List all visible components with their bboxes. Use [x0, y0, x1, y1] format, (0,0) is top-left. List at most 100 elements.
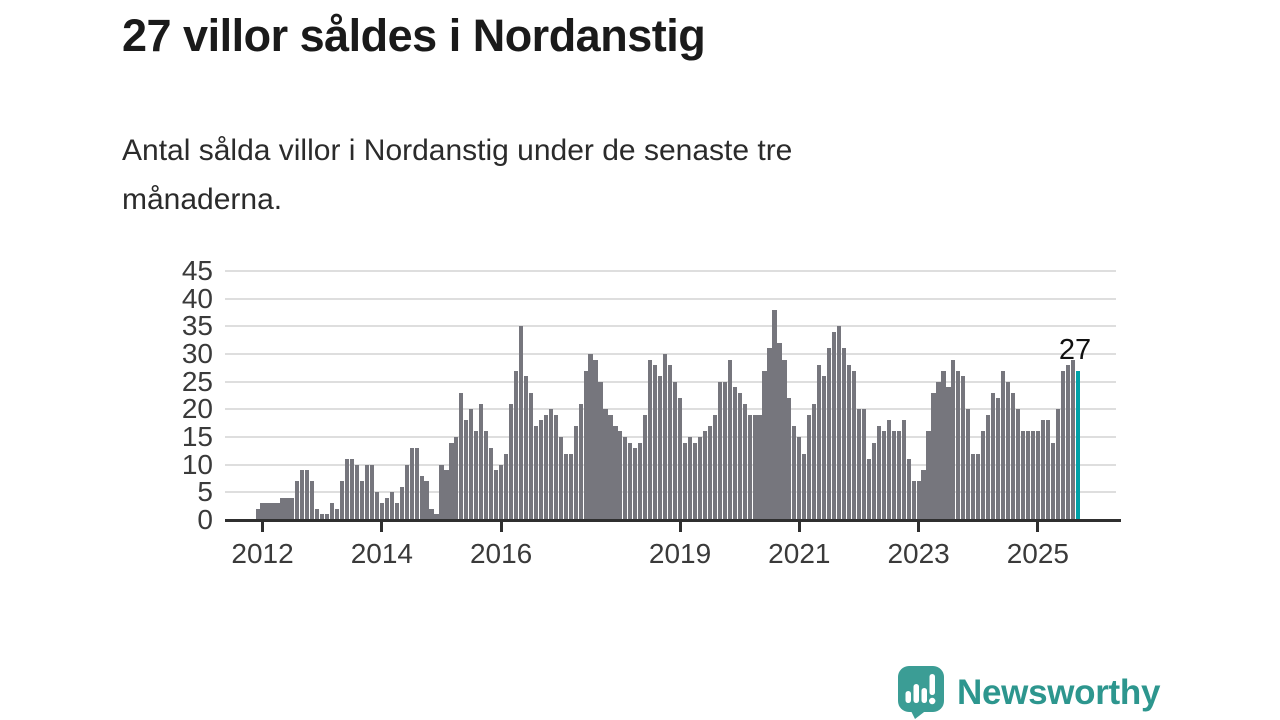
bar [568, 453, 573, 520]
y-axis-tick-label: 40 [181, 282, 213, 314]
bar [479, 403, 484, 520]
bar [608, 414, 613, 520]
bar [593, 359, 598, 520]
bar [1070, 359, 1075, 520]
y-axis-tick-label: 25 [181, 365, 213, 397]
bar [966, 409, 971, 520]
bar [682, 442, 688, 520]
bar [732, 387, 737, 520]
bar [513, 370, 519, 520]
bar [275, 503, 280, 520]
bar [429, 508, 434, 520]
bar [354, 464, 360, 520]
bar [533, 425, 538, 520]
bar [856, 409, 862, 520]
chart-subtitle-line-2: månaderna. [122, 183, 283, 216]
bar [359, 481, 365, 520]
bar [807, 414, 812, 520]
x-axis-tick-label: 2016 [469, 538, 533, 569]
bar [335, 508, 340, 520]
bar [991, 392, 996, 520]
bar [523, 376, 529, 520]
bar [727, 359, 732, 520]
x-axis-tick [380, 522, 384, 532]
bar [707, 425, 712, 520]
bar [787, 398, 792, 520]
bar [588, 354, 593, 520]
bar [528, 392, 534, 520]
bar [633, 448, 638, 520]
bar [832, 331, 837, 520]
bar [1040, 420, 1045, 520]
y-axis-tick-label: 0 [197, 504, 213, 535]
bar [364, 464, 370, 520]
y-axis-tick-label: 45 [181, 255, 213, 286]
bar [489, 448, 494, 520]
bar [290, 497, 295, 520]
bar [692, 442, 698, 520]
bar [677, 398, 683, 520]
bar [1001, 370, 1006, 520]
bar [851, 370, 857, 520]
bar [1065, 365, 1070, 520]
bar [926, 431, 931, 520]
x-axis-tick [499, 522, 503, 532]
bar [494, 470, 499, 520]
bar [1055, 409, 1060, 520]
bar [1060, 370, 1065, 520]
bar [389, 492, 394, 520]
bar [424, 481, 429, 520]
gridline [225, 325, 1116, 328]
bar [747, 414, 752, 520]
chart-subtitle-line-1: Antal sålda villor i Nordanstig under de… [122, 134, 793, 167]
bar [891, 431, 896, 520]
bar [598, 381, 603, 520]
gridline [225, 353, 1116, 355]
bar [374, 492, 379, 520]
bar [628, 442, 633, 520]
bar [439, 464, 444, 520]
bar [697, 437, 703, 520]
bar [802, 453, 807, 520]
bar [499, 464, 504, 520]
bar [548, 409, 553, 520]
bar [434, 514, 439, 520]
y-axis-tick-label: 35 [181, 310, 213, 342]
bar [911, 481, 916, 520]
bar [866, 459, 871, 520]
bar [1030, 431, 1035, 520]
bar [538, 420, 543, 520]
bar [300, 470, 305, 520]
highlighted-bar [1075, 370, 1080, 520]
bar [861, 409, 867, 520]
bar [827, 348, 832, 520]
x-axis-tick-label: 2023 [887, 538, 950, 569]
bar [474, 431, 479, 520]
bar [315, 508, 320, 520]
bar [742, 403, 747, 520]
x-axis-tick [797, 522, 801, 532]
bar [797, 437, 802, 520]
bar [687, 437, 693, 520]
bar [285, 497, 290, 520]
bar [996, 398, 1001, 520]
bar [931, 392, 936, 520]
bar [717, 381, 722, 520]
bar [896, 431, 901, 520]
bar [613, 425, 618, 520]
bar [255, 508, 260, 520]
bar [464, 420, 469, 520]
bar [643, 414, 648, 520]
bar [414, 448, 419, 520]
bar [1035, 431, 1040, 520]
bar [658, 376, 663, 520]
bar [668, 365, 673, 520]
bar [444, 470, 449, 520]
bar [1020, 431, 1026, 520]
bar [265, 503, 270, 520]
y-axis-tick-label: 5 [197, 476, 213, 508]
bar [1010, 392, 1016, 520]
x-axis-tick-label: 2021 [768, 538, 831, 569]
bar [812, 403, 817, 520]
